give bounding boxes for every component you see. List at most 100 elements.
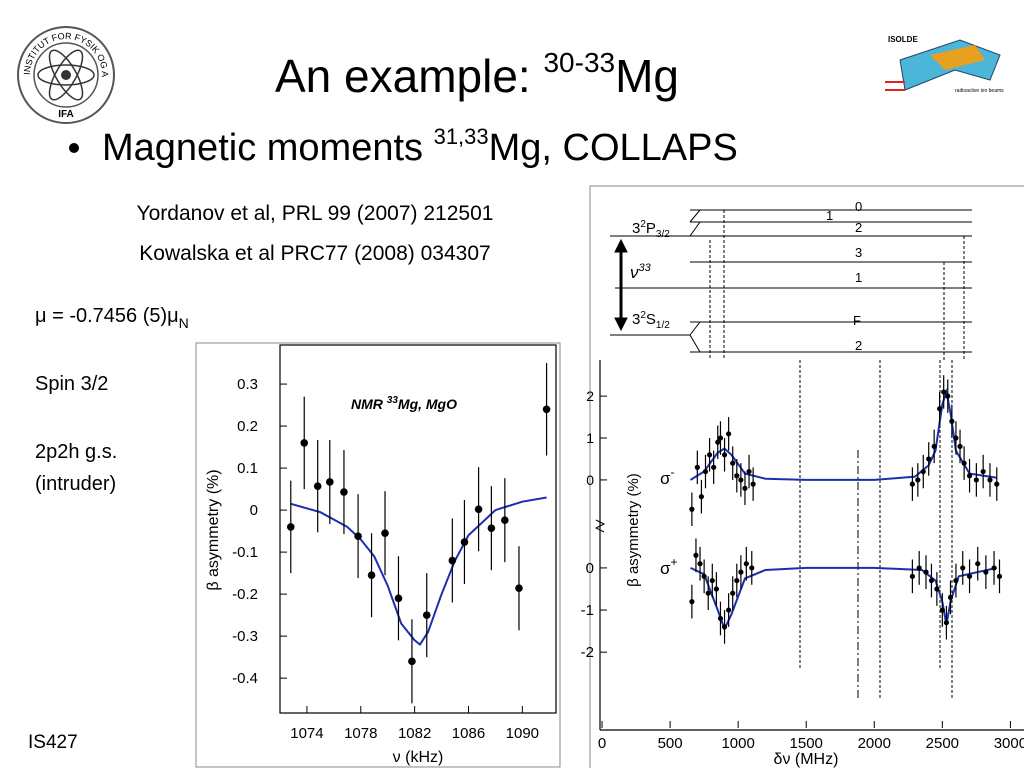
level-label: 1 <box>855 270 862 285</box>
data-point <box>501 516 509 524</box>
level-upper-sub: 3/2 <box>656 229 670 240</box>
data-point <box>947 594 954 601</box>
data-point <box>689 599 695 605</box>
data-point <box>448 556 457 565</box>
fit-curve <box>290 496 547 646</box>
y-tick-label: -1 <box>581 602 594 619</box>
y-tick-label: -0.4 <box>232 670 258 687</box>
data-point <box>926 456 932 462</box>
data-point <box>394 594 403 603</box>
title-main: An example: <box>275 50 543 102</box>
data-point <box>734 577 740 584</box>
data-point <box>973 477 979 483</box>
x-tick-label: 1090 <box>506 725 539 742</box>
data-point <box>991 565 997 571</box>
level-label: 2 <box>855 338 862 353</box>
y-tick-label: 0 <box>586 560 594 577</box>
level-label: 0 <box>855 199 862 214</box>
data-point <box>713 586 719 592</box>
reference: Yordanov et al, PRL 99 (2007) 212501 <box>137 202 494 225</box>
data-point <box>711 464 717 470</box>
y-tick-label: 0 <box>586 472 594 488</box>
bullet-dot <box>69 143 79 153</box>
data-point <box>987 477 993 483</box>
bullet-tail: Mg, COLLAPS <box>489 127 738 169</box>
data-point <box>957 443 963 450</box>
data-point <box>381 529 389 538</box>
moment: μ = -0.7456 (5)μN <box>35 305 189 331</box>
isolde-name: ISOLDE <box>888 35 918 44</box>
data-point <box>939 607 945 613</box>
data-point <box>738 477 744 483</box>
x-axis-label: ν (kHz) <box>393 749 444 766</box>
x-tick-label: 500 <box>658 735 683 752</box>
figure-frame <box>589 185 1024 768</box>
data-point <box>715 439 721 445</box>
title-sup: 30-33 <box>543 47 615 78</box>
x-tick-label: 1078 <box>344 725 377 742</box>
data-point <box>697 561 703 567</box>
data-point <box>953 435 959 441</box>
data-point <box>916 565 922 571</box>
data-point <box>701 573 707 579</box>
data-point <box>689 506 695 512</box>
data-point <box>928 577 935 584</box>
data-point <box>937 406 943 412</box>
data-point <box>721 452 728 458</box>
y-tick-label: 2 <box>586 388 594 404</box>
data-point <box>487 524 496 532</box>
level-lower-l: S <box>646 311 656 328</box>
data-point <box>422 611 431 619</box>
data-point <box>961 460 967 466</box>
data-point <box>340 488 348 496</box>
panel-label: σ+ <box>660 555 678 578</box>
transition-nu: ν <box>630 263 639 282</box>
plot-title: NMR 33Mg, MgO <box>351 395 457 412</box>
data-point <box>717 615 724 622</box>
level-label: 1 <box>826 208 833 223</box>
data-point <box>931 443 937 450</box>
panel-sigma: σ <box>660 469 671 488</box>
data-point <box>920 468 926 475</box>
data-point <box>738 569 744 575</box>
level-lower: 32S1/2 <box>632 310 670 331</box>
data-point <box>693 552 699 558</box>
data-point <box>721 624 728 630</box>
y-tick-label: 0.1 <box>237 460 258 477</box>
data-point <box>983 569 989 575</box>
moment-sub: N <box>179 315 189 331</box>
data-point <box>949 418 955 424</box>
isolde-beams: radioactive ion beams <box>955 88 1004 94</box>
panel-sup: - <box>671 465 675 479</box>
data-point <box>705 590 711 596</box>
data-point <box>300 439 309 447</box>
data-point <box>730 460 736 466</box>
bullet: Magnetic moments 31,33Mg, COLLAPS <box>102 124 738 169</box>
data-point <box>934 586 940 592</box>
x-tick-label: 2500 <box>926 735 959 752</box>
panel-sigma: σ <box>660 559 671 578</box>
slide-title: An example: 30-33Mg <box>275 47 679 102</box>
data-point <box>408 657 416 666</box>
level-diagram <box>594 0 1024 700</box>
data-point <box>960 565 966 571</box>
data-point <box>702 468 709 475</box>
data-point <box>515 584 523 593</box>
x-tick-label: 1500 <box>790 735 823 752</box>
data-point <box>706 452 713 458</box>
footer: IS427 <box>28 732 78 753</box>
data-point <box>726 431 732 437</box>
data-point <box>542 405 551 414</box>
data-point <box>698 494 705 500</box>
data-point <box>694 464 700 470</box>
data-point <box>941 389 947 395</box>
x-tick-label: 0 <box>598 735 606 752</box>
plot-title-sup: 33 <box>387 395 399 406</box>
title-tail: Mg <box>615 50 679 102</box>
note: Spin 3/2 <box>35 373 108 395</box>
plot-frame <box>279 344 557 714</box>
data-point <box>980 468 986 475</box>
ifa-logo: INSTITUT FOR FYSIK OG ASTRONOMI IFA <box>0 0 115 124</box>
data-point <box>909 573 915 579</box>
data-point <box>953 577 959 584</box>
